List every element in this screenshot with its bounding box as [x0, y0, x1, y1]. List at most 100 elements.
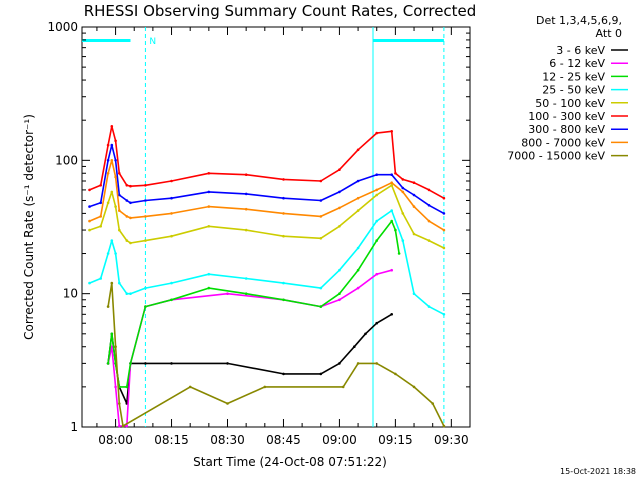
- series-line: [107, 313, 393, 405]
- series-point: [282, 234, 285, 238]
- series-point: [319, 215, 323, 218]
- legend-entry-label: 800 - 7000 keV: [521, 136, 605, 149]
- series-point: [170, 281, 173, 285]
- series-point: [338, 292, 341, 296]
- series-point: [412, 385, 416, 389]
- series-point: [106, 252, 110, 255]
- series-point: [144, 305, 147, 308]
- series-point: [394, 372, 397, 376]
- series-point: [170, 362, 173, 365]
- series-group: [88, 125, 446, 428]
- series-point: [401, 212, 405, 215]
- series-point: [207, 286, 211, 290]
- series-point: [114, 205, 117, 208]
- series-point: [390, 219, 394, 223]
- series-point: [129, 201, 132, 205]
- series-point: [106, 143, 110, 147]
- series-point: [282, 196, 285, 200]
- series-point: [106, 159, 110, 162]
- night-flag-label: N: [149, 37, 156, 47]
- series-point: [226, 292, 229, 296]
- series-point: [282, 212, 285, 215]
- series-point: [106, 201, 110, 205]
- series-point: [88, 219, 91, 223]
- series-point: [375, 173, 379, 176]
- series-line: [89, 209, 445, 316]
- legend-entry-label: 300 - 800 keV: [528, 123, 605, 136]
- x-tick-label: 09:15: [378, 433, 413, 447]
- series-line: [89, 159, 445, 231]
- plot-frame: [81, 26, 471, 428]
- series-point: [397, 252, 401, 255]
- legend-entry-label: 3 - 6 keV: [556, 44, 605, 57]
- series-point: [412, 232, 416, 236]
- series-point: [282, 298, 285, 302]
- series-point: [431, 402, 435, 405]
- series-point: [114, 385, 117, 389]
- series-point: [338, 206, 341, 210]
- legend-header-attenuator: Att 0: [596, 27, 622, 40]
- series-point: [412, 205, 416, 208]
- series-point: [170, 212, 173, 215]
- x-tick-label: 08:15: [154, 433, 189, 447]
- series-point: [263, 385, 267, 389]
- series-point: [401, 239, 405, 242]
- series-point: [244, 207, 248, 211]
- series-point: [129, 292, 132, 296]
- legend-entry-label: 25 - 50 keV: [542, 84, 605, 97]
- series-point: [129, 241, 132, 245]
- series-point: [118, 193, 121, 197]
- series-point: [390, 173, 394, 176]
- series-point: [319, 199, 323, 202]
- legend-entry-label: 12 - 25 keV: [542, 70, 605, 83]
- series-point: [106, 172, 110, 175]
- series-point: [442, 246, 446, 250]
- series-point: [390, 130, 394, 133]
- x-tick-label: 09:30: [434, 433, 469, 447]
- y-axis: 1 10 100 1000: [47, 20, 470, 434]
- series-point: [375, 188, 379, 192]
- series-point: [282, 178, 285, 181]
- series-point: [207, 172, 211, 175]
- series-point: [125, 424, 129, 428]
- series-point: [375, 219, 379, 223]
- series-point: [319, 372, 323, 376]
- series-point: [170, 298, 173, 302]
- series-point: [144, 199, 147, 202]
- series-point: [125, 385, 129, 389]
- series-point: [114, 159, 117, 162]
- series-line: [107, 220, 400, 388]
- series-point: [207, 272, 211, 276]
- series-point: [88, 188, 91, 192]
- series-point: [356, 246, 360, 250]
- series-point: [338, 268, 341, 272]
- series-point: [375, 131, 379, 135]
- series-point: [226, 402, 229, 405]
- series-point: [144, 286, 147, 290]
- series-point: [121, 424, 125, 428]
- x-tick-label: 08:45: [266, 433, 301, 447]
- series-point: [375, 321, 379, 325]
- series-point: [319, 179, 323, 183]
- series-point: [356, 209, 360, 212]
- series-point: [129, 184, 132, 188]
- series-point: [129, 362, 132, 365]
- series-point: [244, 228, 248, 232]
- series-point: [144, 184, 147, 187]
- series-point: [118, 424, 121, 428]
- series-point: [356, 268, 360, 272]
- series-point: [244, 292, 248, 296]
- series-point: [99, 215, 102, 218]
- series-point: [88, 205, 91, 208]
- series-point: [338, 190, 341, 194]
- series-point: [338, 298, 341, 302]
- series-point: [394, 228, 397, 232]
- series-point: [341, 385, 345, 389]
- series-point: [353, 345, 356, 349]
- series-point: [427, 188, 431, 192]
- series-point: [88, 281, 91, 285]
- series-line: [89, 184, 445, 249]
- x-axis-label: Start Time (24-Oct-08 07:51:22): [193, 455, 387, 469]
